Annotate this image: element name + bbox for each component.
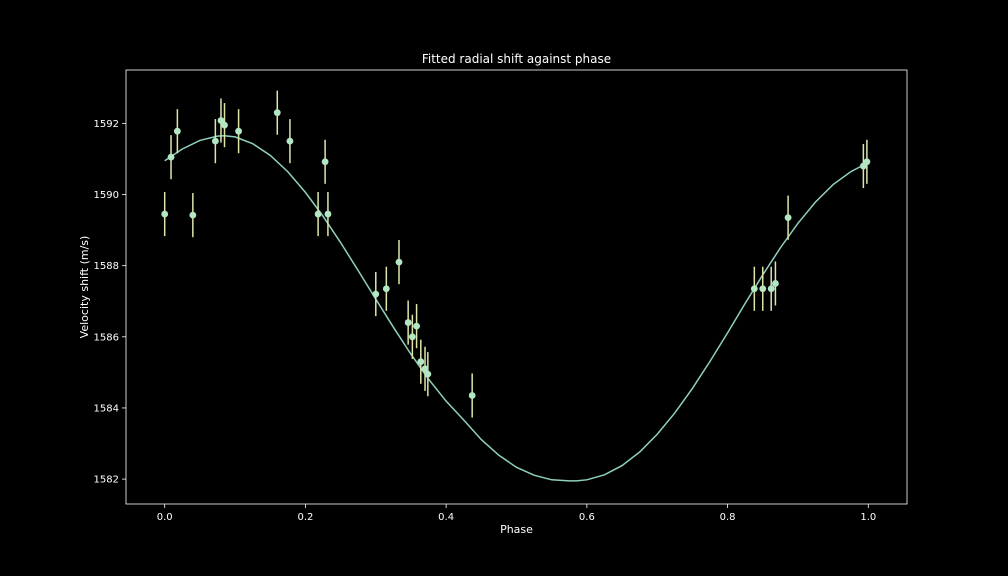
- data-point: [161, 210, 169, 218]
- data-point: [314, 210, 322, 218]
- y-axis-label: Velocity shift (m/s): [78, 236, 91, 339]
- data-point: [189, 211, 197, 219]
- data-point: [468, 392, 476, 399]
- data-point: [395, 258, 403, 266]
- data-point: [421, 365, 429, 373]
- y-tick-label: 1586: [94, 332, 119, 343]
- y-tick-label: 1592: [94, 119, 119, 130]
- data-point: [324, 210, 332, 218]
- x-tick-label: 1.0: [860, 512, 876, 523]
- data-point: [424, 370, 432, 378]
- data-point: [750, 285, 758, 293]
- data-point: [863, 158, 871, 166]
- data-point: [211, 137, 219, 145]
- x-tick-label: 0.0: [157, 512, 173, 523]
- data-point: [167, 153, 175, 161]
- data-point: [382, 285, 390, 293]
- data-point: [273, 109, 281, 117]
- chart-title: Fitted radial shift against phase: [422, 52, 611, 66]
- data-point: [404, 319, 412, 326]
- y-tick-label: 1588: [94, 261, 119, 272]
- data-point: [784, 214, 792, 222]
- data-point: [417, 358, 425, 366]
- data-point: [235, 127, 242, 135]
- data-point: [408, 333, 416, 341]
- data-point: [286, 137, 294, 145]
- x-axis: 0.0 0.2 0.4 0.6 0.8 1.0: [157, 504, 876, 523]
- data-point: [767, 285, 775, 293]
- x-tick-label: 0.2: [297, 512, 313, 523]
- plot-area: [125, 69, 908, 505]
- fit-curve: [164, 135, 869, 482]
- x-tick-label: 0.6: [579, 512, 595, 523]
- data-point: [217, 117, 225, 124]
- y-tick-label: 1590: [94, 190, 119, 201]
- data-point-layer: [161, 109, 871, 399]
- y-tick-label: 1584: [94, 403, 119, 414]
- y-tick-label: 1582: [94, 475, 119, 486]
- fit-curve-layer: [164, 135, 869, 482]
- plot-frame: [125, 69, 908, 505]
- data-point: [759, 285, 767, 293]
- x-axis-label: Phase: [500, 523, 533, 536]
- y-axis: 1582 1584 1586 1588 1590 1592: [94, 119, 126, 486]
- data-point: [173, 127, 181, 135]
- x-tick-label: 0.8: [720, 512, 736, 523]
- data-point: [221, 121, 228, 129]
- data-point: [372, 290, 380, 298]
- x-tick-label: 0.4: [438, 512, 454, 523]
- data-point: [413, 322, 420, 330]
- data-point: [772, 280, 779, 287]
- data-point: [321, 158, 329, 166]
